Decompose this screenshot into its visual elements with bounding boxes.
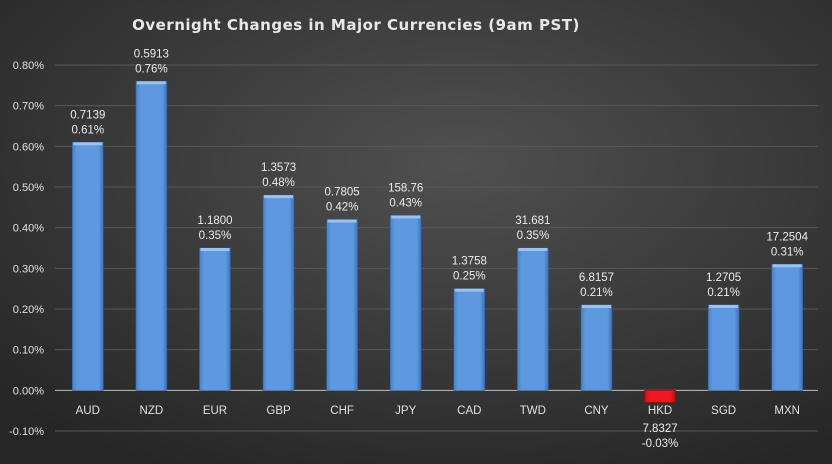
rate-label: 1.3758: [452, 256, 487, 268]
rate-label: 1.3573: [261, 162, 296, 174]
y-tick-label: 0.00%: [13, 385, 44, 397]
y-tick-label: 0.50%: [13, 182, 44, 194]
x-tick-label: CAD: [457, 405, 481, 417]
x-tick-label: CNY: [584, 405, 609, 417]
value-label: 0.21%: [707, 287, 740, 299]
value-label: 0.76%: [135, 63, 168, 75]
rate-label: 31.681: [515, 215, 550, 227]
bars: [71, 80, 804, 403]
value-label: 0.43%: [389, 197, 422, 209]
rate-label: 6.8157: [579, 272, 614, 284]
value-label: 0.31%: [771, 246, 804, 258]
gridlines: [55, 64, 818, 432]
bar-bevel: [73, 142, 103, 146]
bar-bevel: [200, 248, 230, 251]
bar-chf: [326, 219, 358, 391]
bar-mxn: [771, 263, 804, 391]
data-labels: 0.7139 0.61% 0.5913 0.76% 1.1800 0.35% 1.3573 0…: [70, 48, 808, 450]
x-axis-labels: AUD NZD EUR GBP CHF JPY CAD TWD CNY HKD SGD MXN: [76, 405, 800, 417]
y-tick-label: 0.80%: [13, 60, 44, 72]
value-label: 0.35%: [517, 230, 550, 242]
bar-bevel: [709, 304, 739, 308]
y-tick-label: 0.40%: [13, 223, 44, 235]
bar-bevel: [581, 304, 611, 308]
y-tick-label: 0.70%: [13, 101, 44, 113]
x-tick-label: CHF: [330, 405, 354, 417]
x-tick-label: AUD: [76, 405, 100, 417]
bar-bevel: [136, 81, 166, 85]
bar-jpy: [389, 215, 422, 391]
bar-hkd: [644, 390, 676, 403]
rate-label: 7.8327: [642, 423, 677, 435]
value-label: 0.35%: [199, 230, 232, 242]
bar-bevel: [772, 264, 802, 268]
x-tick-label: MXN: [774, 405, 800, 417]
bar-bevel: [454, 288, 484, 292]
bar-sgd: [707, 304, 740, 391]
x-tick-label: TWD: [520, 405, 546, 417]
bar-bevel: [391, 215, 421, 219]
y-tick-label: -0.10%: [9, 426, 44, 438]
x-tick-label: HKD: [648, 405, 672, 417]
bar-eur: [199, 247, 231, 391]
x-tick-label: NZD: [140, 405, 164, 417]
rate-label: 1.1800: [197, 215, 232, 227]
value-label: 0.21%: [580, 287, 613, 299]
rate-label: 0.5913: [134, 48, 169, 60]
chart-title: Overnight Changes in Major Currencies (9…: [132, 16, 580, 34]
bar-gbp: [262, 194, 295, 391]
rate-label: 158.76: [388, 182, 423, 194]
rate-label: 17.2504: [766, 231, 808, 243]
bar-aud: [71, 141, 104, 391]
bar-twd: [517, 247, 549, 391]
bar-bevel: [264, 195, 294, 199]
value-label: 0.61%: [71, 124, 104, 136]
x-tick-label: EUR: [203, 405, 227, 417]
bar-cad: [453, 288, 486, 391]
value-label: 0.25%: [453, 271, 486, 283]
rate-label: 0.7805: [325, 187, 360, 199]
value-label: 0.42%: [326, 202, 359, 214]
value-label: -0.03%: [642, 438, 678, 450]
y-tick-label: 0.10%: [13, 345, 44, 357]
y-tick-label: 0.60%: [13, 141, 44, 153]
bar-cny: [580, 304, 613, 391]
bar-nzd: [135, 80, 168, 391]
x-tick-label: GBP: [266, 405, 291, 417]
bar-bevel: [518, 248, 548, 251]
bar-bevel: [327, 219, 357, 223]
x-tick-label: JPY: [395, 405, 416, 417]
y-tick-label: 0.20%: [13, 304, 44, 316]
x-tick-label: SGD: [711, 405, 736, 417]
y-tick-label: 0.30%: [13, 263, 44, 275]
value-label: 0.48%: [262, 177, 295, 189]
rate-label: 0.7139: [70, 109, 105, 121]
rate-label: 1.2705: [706, 272, 741, 284]
y-axis-ticks: -0.10% 0.00% 0.10% 0.20% 0.30% 0.40% 0.50% 0.60…: [9, 60, 44, 438]
